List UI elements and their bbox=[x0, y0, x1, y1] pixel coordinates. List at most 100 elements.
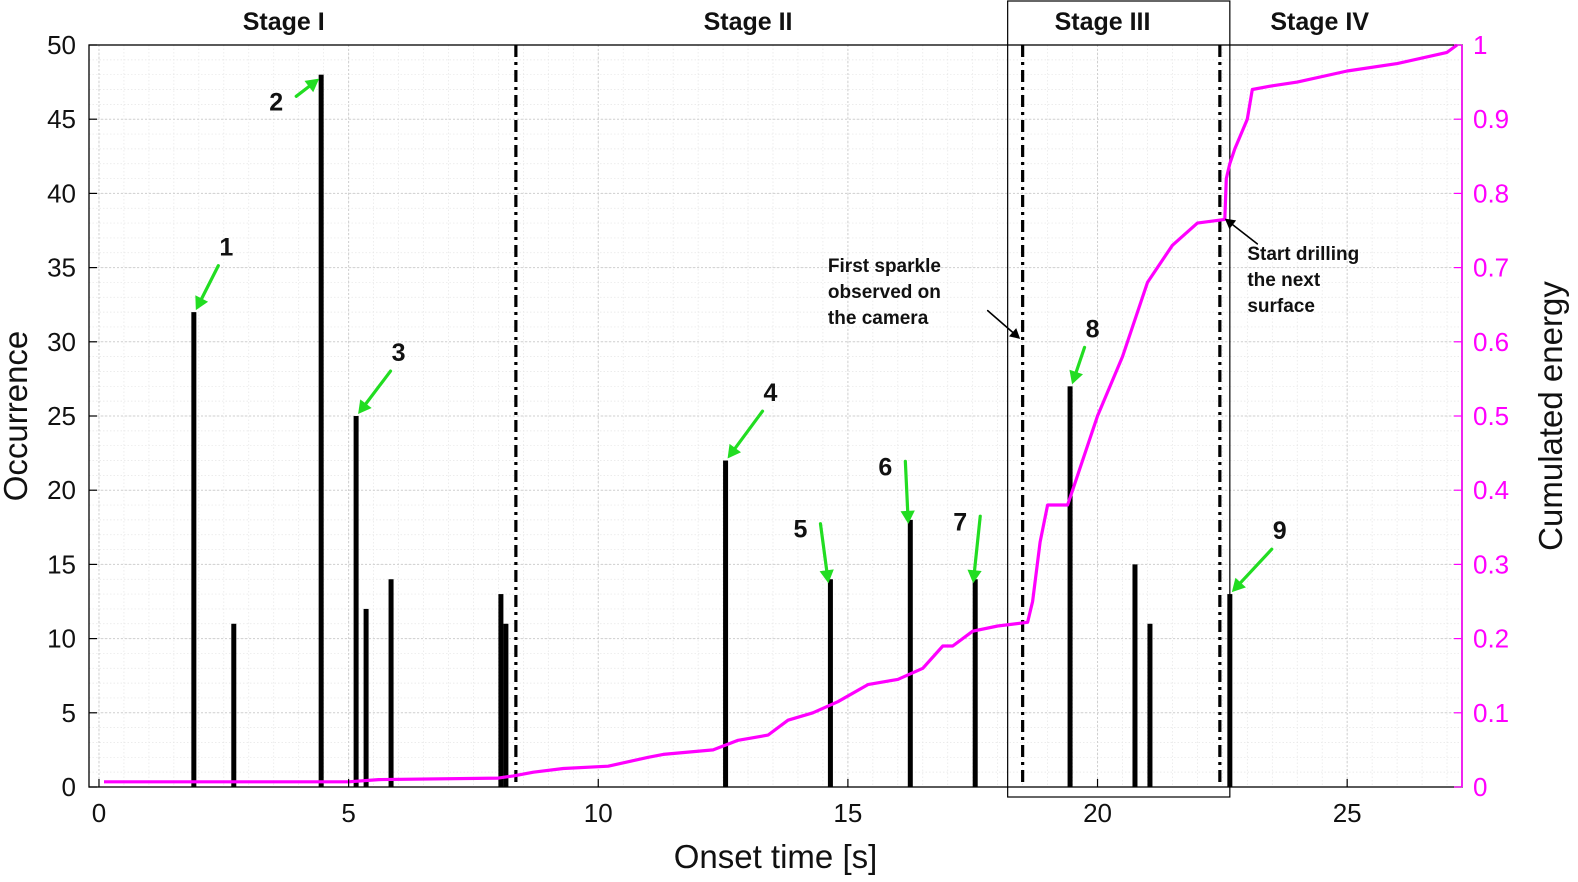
arrow-shaft bbox=[733, 409, 765, 450]
arrow-shaft bbox=[294, 84, 311, 98]
stage-label: Stage IV bbox=[1270, 8, 1369, 36]
y-tick-label: 40 bbox=[47, 178, 76, 208]
occurrence-bar bbox=[1067, 386, 1073, 787]
event-label: 4 bbox=[764, 379, 778, 407]
y-right-tick-label: 0.9 bbox=[1473, 104, 1509, 134]
arrow-shaft bbox=[1239, 547, 1274, 585]
y-right-tick-label: 0.3 bbox=[1473, 549, 1509, 579]
event-labels: 1 2 3 4 5 6 7 8 9 bbox=[195, 78, 1287, 593]
arrow-head bbox=[358, 399, 372, 414]
occurrence-bar bbox=[1132, 564, 1138, 787]
occurrence-bar bbox=[191, 312, 197, 787]
stage-label: Stage I bbox=[243, 8, 325, 36]
stage-boundaries bbox=[514, 45, 1222, 787]
y-tick-label: 30 bbox=[47, 327, 76, 357]
stage-label: Stage II bbox=[704, 8, 793, 36]
event-arrow bbox=[294, 78, 320, 98]
arrow-shaft bbox=[364, 369, 393, 406]
event-arrow bbox=[1231, 547, 1274, 593]
axes: 0 5 10 15 20 250510152025303540455000.10.20.3… bbox=[47, 30, 1509, 828]
y-tick-label: 45 bbox=[47, 104, 76, 134]
x-tick-label: 20 bbox=[1083, 798, 1112, 828]
y-right-tick-label: 1 bbox=[1473, 30, 1487, 60]
x-tick-label: 0 bbox=[92, 798, 106, 828]
y-axis-right-title: Cumulated energy bbox=[1532, 281, 1569, 551]
annotation-text: surface bbox=[1247, 296, 1315, 317]
annotation-text: Start drilling bbox=[1247, 244, 1359, 265]
annotation-text: the next bbox=[1247, 270, 1321, 291]
y-right-tick-label: 0.4 bbox=[1473, 475, 1509, 505]
arrow-head bbox=[1224, 218, 1237, 230]
annotation-text: the camera bbox=[828, 308, 929, 329]
y-tick-label: 25 bbox=[47, 401, 76, 431]
annotation-arrow bbox=[1224, 218, 1259, 245]
arrow-head bbox=[304, 78, 320, 93]
annotation-text: observed on bbox=[828, 282, 941, 303]
event-label: 9 bbox=[1273, 517, 1287, 545]
y-right-tick-label: 0.7 bbox=[1473, 253, 1509, 283]
occurrence-bar bbox=[388, 579, 394, 787]
event-label: 7 bbox=[953, 508, 967, 536]
occurrence-bar bbox=[363, 608, 369, 787]
event-arrow bbox=[1069, 345, 1087, 385]
occurrence-bar bbox=[503, 623, 509, 787]
y-tick-label: 20 bbox=[47, 475, 76, 505]
event-arrow bbox=[727, 409, 765, 459]
x-tick-label: 25 bbox=[1333, 798, 1362, 828]
arrow-head bbox=[195, 295, 209, 311]
stage-iii-highlight-box bbox=[1007, 0, 1231, 798]
arrow-shaft bbox=[972, 514, 982, 572]
occurrence-bar bbox=[1147, 623, 1153, 787]
arrow-head bbox=[727, 443, 742, 459]
x-tick-label: 5 bbox=[341, 798, 355, 828]
annotation: Start drilling the next surface bbox=[1224, 218, 1359, 317]
occurrence-bar bbox=[907, 519, 913, 787]
arrow-shaft bbox=[903, 459, 910, 513]
arrow-head bbox=[819, 569, 834, 584]
stage-labels: Stage I Stage II Stage III Stage IV bbox=[243, 8, 1370, 36]
annotation-arrow bbox=[986, 309, 1021, 339]
arrow-head bbox=[967, 569, 982, 584]
x-tick-label: 10 bbox=[584, 798, 613, 828]
annotation-text: First sparkle bbox=[828, 256, 941, 277]
y-right-tick-label: 0.6 bbox=[1473, 327, 1509, 357]
annotation: First sparkle observed on the camera bbox=[828, 256, 1021, 339]
y-tick-label: 0 bbox=[62, 772, 76, 802]
event-arrow bbox=[358, 369, 393, 414]
event-arrow bbox=[818, 522, 834, 584]
event-arrow bbox=[195, 264, 220, 311]
occurrence-bar bbox=[318, 74, 324, 788]
annotations: First sparkle observed on the camera Start … bbox=[828, 218, 1359, 339]
x-axis-title: Onset time [s] bbox=[674, 838, 878, 875]
y-tick-label: 10 bbox=[47, 624, 76, 654]
occurrence-bar bbox=[353, 416, 359, 787]
occurrence-bar bbox=[498, 594, 504, 787]
arrow-shaft bbox=[1231, 223, 1259, 245]
y-right-tick-label: 0.1 bbox=[1473, 698, 1509, 728]
occurrence-bar bbox=[972, 579, 978, 787]
y-right-tick-label: 0.5 bbox=[1473, 401, 1509, 431]
y-right-tick-label: 0.8 bbox=[1473, 178, 1509, 208]
event-label: 1 bbox=[219, 234, 233, 262]
event-arrow bbox=[967, 514, 982, 584]
grid bbox=[89, 44, 1462, 788]
x-tick-label: 15 bbox=[833, 798, 862, 828]
event-label: 2 bbox=[269, 88, 283, 116]
occurrence-bar bbox=[723, 460, 729, 787]
occurrence-bar bbox=[827, 579, 833, 787]
y-right-tick-label: 0.2 bbox=[1473, 624, 1509, 654]
event-label: 8 bbox=[1086, 315, 1100, 343]
y-tick-label: 15 bbox=[47, 549, 76, 579]
y-axis-title: Occurrence bbox=[0, 331, 34, 502]
arrow-head bbox=[1069, 369, 1083, 385]
arrow-shaft bbox=[986, 309, 1014, 334]
y-tick-label: 5 bbox=[62, 698, 76, 728]
cumulated-energy-line bbox=[104, 43, 1458, 784]
occurrence-bar bbox=[231, 623, 237, 787]
arrow-shaft bbox=[818, 522, 829, 572]
event-arrow bbox=[900, 459, 915, 524]
arrow-head bbox=[1231, 577, 1246, 593]
arrow-shaft bbox=[1074, 345, 1087, 374]
